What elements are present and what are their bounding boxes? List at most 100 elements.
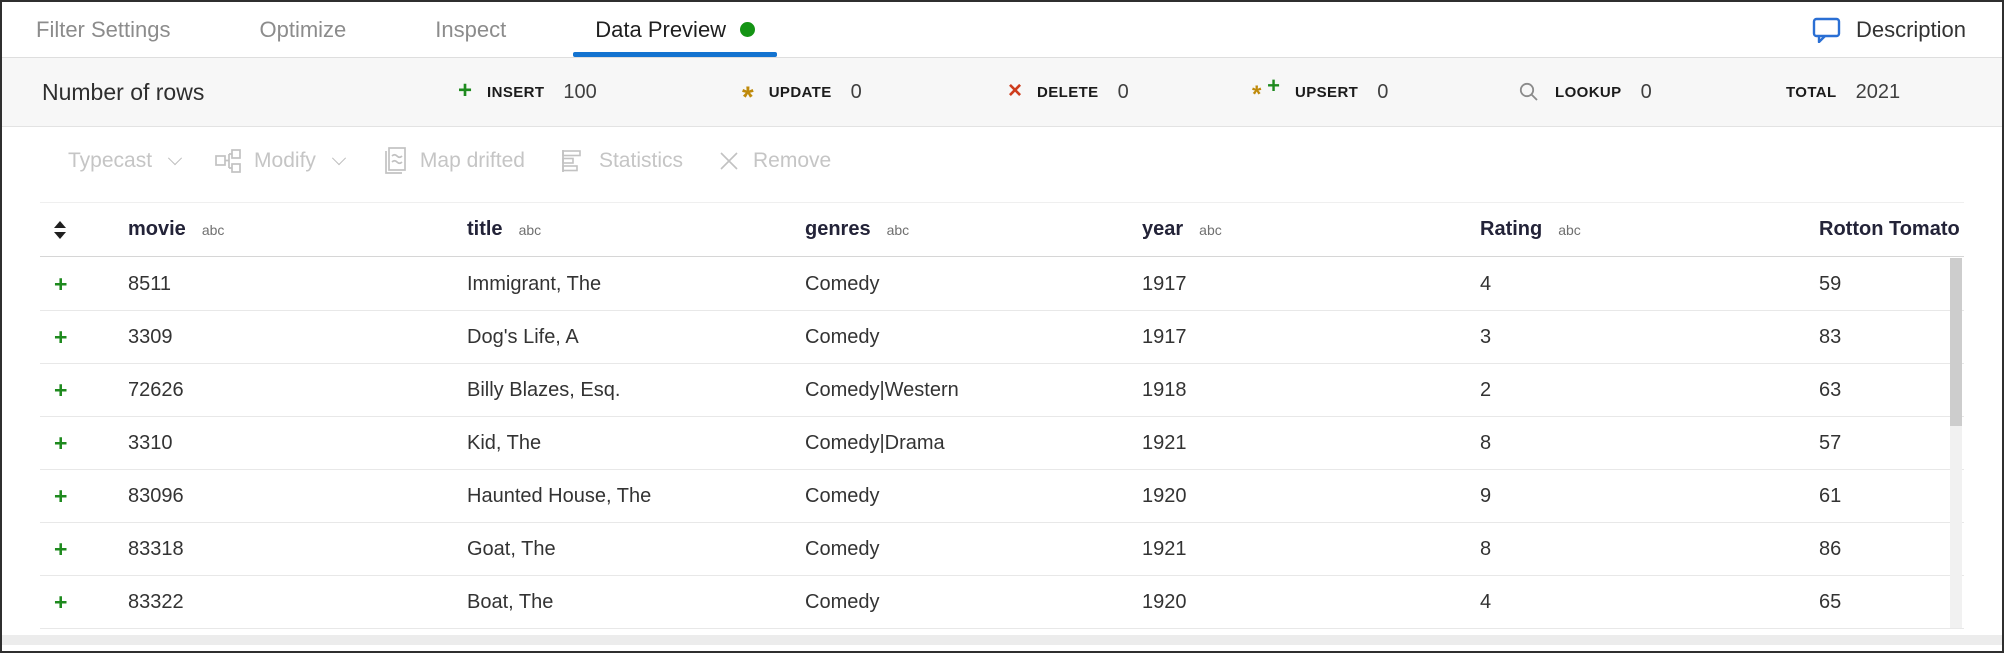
modify-button[interactable]: Modify [214,148,346,174]
table-row[interactable]: + 83318 Goat, The Comedy 1921 8 86 [40,523,1964,576]
number-of-rows-label: Number of rows [42,78,205,105]
tool-label: Typecast [68,149,153,172]
cell-title: Goat, The [467,537,556,560]
plus-icon: + [458,77,473,104]
branch-icon [215,149,241,173]
column-header-year[interactable]: year abc [1142,203,1222,256]
typecast-button[interactable]: Typecast [68,149,183,173]
horizontal-scrollbar[interactable] [2,635,2002,645]
table-row[interactable]: + 8511 Immigrant, The Comedy 1917 4 59 [40,258,1964,311]
cell-rotton-tomato: 57 [1819,431,1842,454]
cell-movie: 72626 [128,378,184,401]
tab-filter-settings[interactable]: Filter Settings [14,2,193,57]
column-header-title[interactable]: title abc [467,203,541,256]
pages-wave-icon [385,147,406,174]
insert-row-plus-icon: + [54,535,68,562]
cell-title: Dog's Life, A [467,325,579,348]
sort-icon [54,220,66,239]
lookup-stat[interactable]: LOOKUP 0 [1518,58,1652,126]
column-header-rating[interactable]: Rating abc [1480,203,1581,256]
insert-row-plus-icon: + [54,429,68,456]
table-toolbar: Typecast Modify Map drifted [2,128,2002,194]
vertical-scrollbar-thumb[interactable] [1950,258,1962,426]
sort-all-header[interactable] [54,203,66,256]
cell-rotton-tomato: 83 [1819,325,1842,348]
cell-genres: Comedy [805,590,880,613]
cell-title: Haunted House, The [467,484,652,507]
stat-label: INSERT [487,83,545,101]
stat-label: TOTAL [1786,83,1837,101]
cell-rotton-tomato: 61 [1819,484,1842,507]
tab-label: Filter Settings [36,16,171,42]
description-button[interactable]: Description [1812,17,1966,43]
map-drifted-button[interactable]: Map drifted [378,146,525,176]
x-icon: × [1008,77,1023,104]
stat-value: 0 [1117,80,1129,103]
table-row[interactable]: + 72626 Billy Blazes, Esq. Comedy|Wester… [40,364,1964,417]
delete-stat[interactable]: × DELETE 0 [1008,58,1129,126]
statistics-button[interactable]: Statistics [559,148,683,174]
upsert-stat[interactable]: * + UPSERT 0 [1252,58,1389,126]
tool-label: Map drifted [419,149,525,172]
tool-label: Modify [254,149,316,172]
insert-row-plus-icon: + [54,270,68,297]
cell-year: 1917 [1142,325,1187,348]
column-name: movie [128,218,186,240]
column-header-genres[interactable]: genres abc [805,203,909,256]
cell-rating: 2 [1480,378,1492,401]
table-row[interactable]: + 3310 Kid, The Comedy|Drama 1921 8 57 [40,417,1964,470]
cell-rotton-tomato: 59 [1819,272,1842,295]
search-icon [1519,82,1538,101]
cell-genres: Comedy [805,537,880,560]
column-header-rotton-tomato[interactable]: Rotton Tomato [1819,203,1959,256]
cell-year: 1921 [1142,537,1187,560]
green-status-dot-icon [740,22,756,37]
stat-label: UPSERT [1295,83,1359,101]
insert-row-plus-icon: + [54,588,68,615]
cell-genres: Comedy|Western [805,378,959,401]
tab-label: Optimize [259,16,347,42]
table-row[interactable]: + 83322 Boat, The Comedy 1920 4 65 [40,576,1964,629]
tab-optimize[interactable]: Optimize [238,2,369,57]
asterisk-icon: * [742,81,754,114]
cell-movie: 83096 [128,484,184,507]
cell-year: 1921 [1142,431,1187,454]
cell-movie: 83318 [128,537,184,560]
stat-label: DELETE [1037,83,1099,101]
asterisk-plus-icon: * + [1252,73,1280,108]
remove-button[interactable]: Remove [717,149,831,173]
tab-data-preview[interactable]: Data Preview [573,2,778,57]
column-name: Rating [1480,218,1543,240]
vertical-scrollbar[interactable] [1950,258,1962,628]
column-type-badge: abc [886,221,910,238]
cell-movie: 83322 [128,590,184,613]
cell-year: 1920 [1142,590,1187,613]
cell-genres: Comedy [805,325,880,348]
update-stat[interactable]: * UPDATE 0 [742,58,862,126]
column-type-badge: abc [1199,221,1222,238]
cell-movie: 8511 [128,272,172,295]
chevron-down-icon [331,151,346,166]
column-header-movie[interactable]: movie abc [128,203,224,256]
cell-rating: 4 [1480,272,1492,295]
row-stats-bar: Number of rows + INSERT 100 * UPDATE 0 ×… [2,58,2002,127]
table-row[interactable]: + 83096 Haunted House, The Comedy 1920 9… [40,470,1964,523]
cell-movie: 3309 [128,325,173,348]
table-header-row: movie abc title abc genres abc year abc … [40,202,1964,257]
column-name: Rotton Tomato [1819,218,1959,240]
insert-row-plus-icon: + [54,323,68,350]
tab-label: Data Preview [595,16,727,42]
table-body: + 8511 Immigrant, The Comedy 1917 4 59 +… [40,258,1964,629]
cell-year: 1920 [1142,484,1187,507]
active-tab-underline [573,52,778,57]
tab-inspect[interactable]: Inspect [413,2,528,57]
speech-bubble-icon [1812,17,1841,43]
column-type-badge: abc [201,221,225,238]
table-row[interactable]: + 3309 Dog's Life, A Comedy 1917 3 83 [40,311,1964,364]
column-type-badge: abc [518,221,542,238]
stat-value: 0 [1377,80,1389,103]
insert-stat[interactable]: + INSERT 100 [458,58,597,126]
cell-year: 1918 [1142,378,1187,401]
tab-bar: Filter Settings Optimize Inspect Data Pr… [2,2,2002,58]
cell-title: Kid, The [467,431,542,454]
